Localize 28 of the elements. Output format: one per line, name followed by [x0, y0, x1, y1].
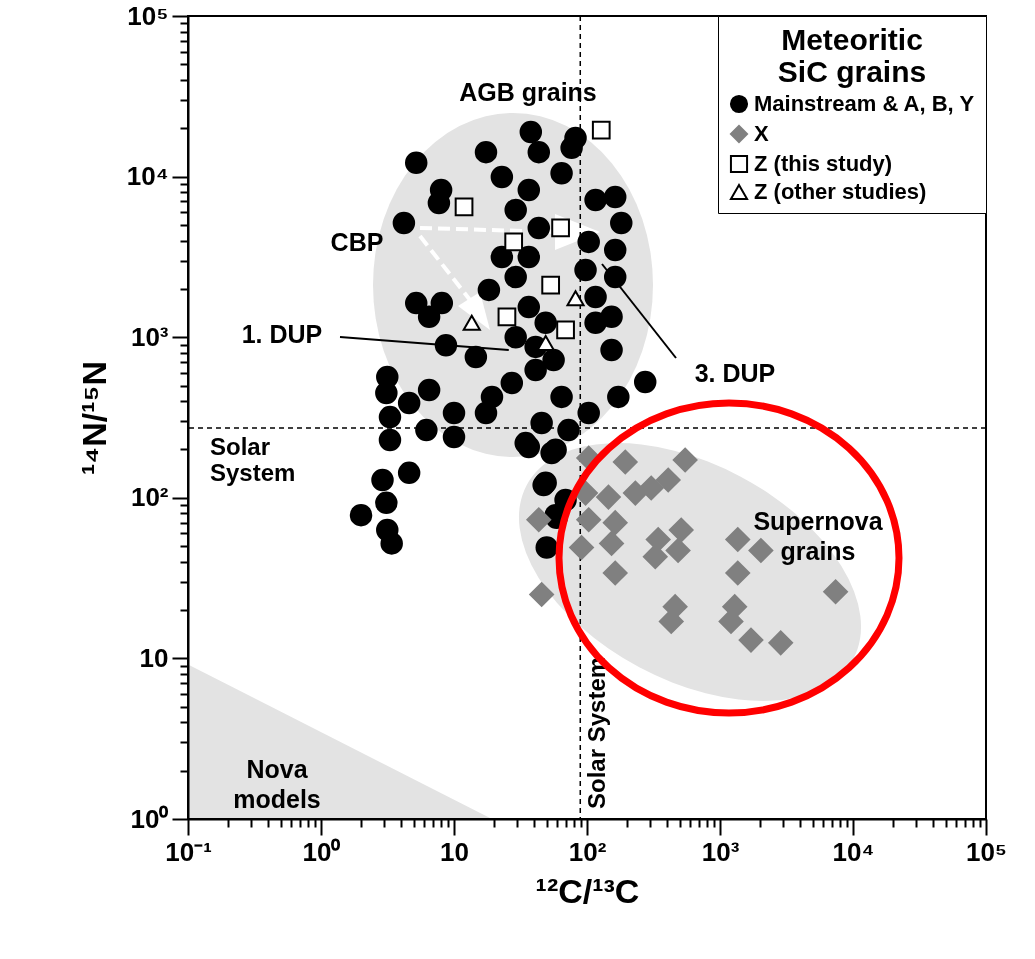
y-tick-label: 10⁰ — [130, 803, 170, 834]
x-tick-label: 10⁰ — [302, 836, 342, 867]
legend-label: X — [754, 121, 769, 146]
annotation: AGB grains — [459, 78, 597, 106]
annotation: 3. DUP — [694, 359, 776, 387]
x-tick-label: 10⁴ — [832, 836, 875, 867]
legend-label: Z (other studies) — [754, 179, 927, 204]
x-tick-label: 10³ — [701, 836, 740, 867]
y-axis-title: ¹⁴N/¹⁵N — [74, 361, 113, 475]
y-tick-label: 10 — [139, 642, 169, 673]
y-tick-label: 10⁵ — [127, 0, 169, 31]
ref-line-label: Solar System — [583, 656, 611, 809]
y-tick-label: 10⁴ — [126, 161, 169, 192]
annotation: Supernova grains — [753, 507, 884, 565]
x-axis-title: ¹²C/¹³C — [535, 871, 640, 910]
annotation: CBP — [330, 228, 384, 256]
legend-title: Meteoritic SiC grains — [777, 23, 927, 88]
annotation: 1. DUP — [241, 320, 323, 348]
x-tick-label: 10 — [440, 836, 469, 867]
y-tick-label: 10² — [130, 482, 169, 513]
x-tick-label: 10⁵ — [965, 836, 1008, 867]
ref-line-label: Solar System — [210, 433, 296, 487]
y-tick-label: 10³ — [130, 321, 169, 352]
legend-label: Z (this study) — [754, 151, 893, 176]
annotation: Nova models — [233, 755, 321, 813]
legend-label: Mainstream & A, B, Y — [754, 91, 975, 116]
x-tick-label: 10⁻¹ — [165, 836, 212, 867]
x-tick-label: 10² — [568, 836, 607, 867]
